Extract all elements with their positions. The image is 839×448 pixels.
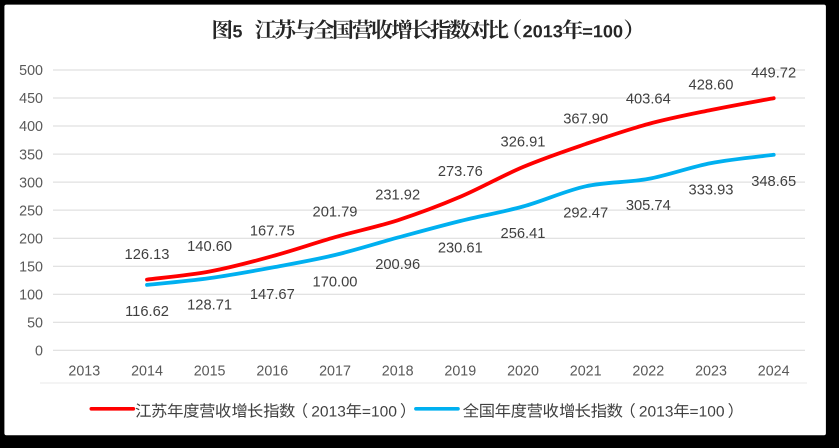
svg-text:2018: 2018: [382, 363, 414, 379]
svg-text:200: 200: [19, 231, 43, 247]
svg-text:449.72: 449.72: [751, 66, 796, 82]
svg-text:400: 400: [19, 119, 43, 135]
svg-text:147.67: 147.67: [250, 287, 295, 303]
svg-text:333.93: 333.93: [689, 182, 734, 198]
svg-text:100: 100: [19, 287, 43, 303]
svg-text:348.65: 348.65: [751, 174, 796, 190]
svg-text:116.62: 116.62: [125, 304, 169, 320]
svg-text:300: 300: [19, 175, 43, 191]
svg-text:150: 150: [19, 259, 43, 275]
svg-text:231.92: 231.92: [375, 188, 420, 204]
svg-text:2019: 2019: [444, 363, 476, 379]
svg-text:2023: 2023: [695, 363, 727, 379]
svg-text:2020: 2020: [507, 363, 539, 379]
svg-text:326.91: 326.91: [501, 134, 546, 150]
svg-text:500: 500: [19, 63, 43, 79]
svg-text:230.61: 230.61: [438, 240, 483, 256]
svg-text:292.47: 292.47: [563, 206, 608, 222]
svg-text:50: 50: [27, 316, 43, 332]
svg-text:126.13: 126.13: [125, 247, 170, 263]
svg-text:0: 0: [35, 344, 43, 360]
svg-text:250: 250: [19, 203, 43, 219]
svg-text:128.71: 128.71: [187, 297, 232, 313]
svg-text:2013: 2013: [68, 363, 100, 379]
svg-text:305.74: 305.74: [626, 198, 671, 214]
svg-text:450: 450: [19, 91, 43, 107]
svg-text:2014: 2014: [131, 363, 163, 379]
svg-text:256.41: 256.41: [501, 226, 546, 242]
svg-text:350: 350: [19, 147, 43, 163]
svg-text:367.90: 367.90: [563, 111, 608, 127]
svg-text:2022: 2022: [632, 363, 664, 379]
svg-text:403.64: 403.64: [626, 91, 671, 107]
svg-text:2021: 2021: [570, 363, 602, 379]
svg-text:200.96: 200.96: [375, 257, 420, 273]
svg-text:170.00: 170.00: [313, 274, 358, 290]
svg-text:2017: 2017: [319, 363, 351, 379]
svg-text:2015: 2015: [194, 363, 226, 379]
svg-text:428.60: 428.60: [689, 77, 734, 93]
svg-text:2016: 2016: [256, 363, 288, 379]
svg-text:273.76: 273.76: [438, 164, 483, 180]
svg-text:2024: 2024: [758, 363, 790, 379]
svg-text:140.60: 140.60: [187, 239, 232, 255]
svg-text:167.75: 167.75: [250, 224, 295, 240]
svg-text:201.79: 201.79: [313, 205, 358, 221]
